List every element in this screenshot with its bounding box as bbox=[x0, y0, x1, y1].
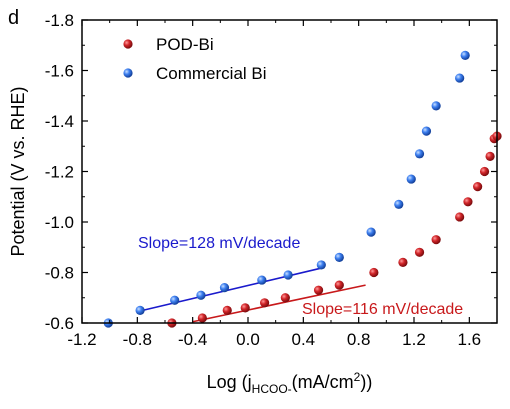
pod-bi-point bbox=[485, 151, 495, 161]
legend-marker bbox=[123, 39, 133, 49]
x-tick-label: -0.4 bbox=[178, 330, 207, 349]
pod-bi-point bbox=[463, 197, 473, 207]
x-tick-label: -1.2 bbox=[67, 330, 96, 349]
pod-bi-point bbox=[334, 280, 344, 290]
commercial-bi-point bbox=[316, 260, 326, 270]
y-tick-label: -1.2 bbox=[45, 163, 74, 182]
commercial-bi-point bbox=[135, 305, 145, 315]
commercial-bi-point bbox=[394, 199, 404, 209]
pod-bi-point bbox=[313, 285, 324, 295]
x-tick-label: 0.0 bbox=[236, 330, 260, 349]
commercial-bi-point bbox=[414, 149, 425, 159]
pod-bi-point bbox=[240, 303, 250, 313]
panel-label: d bbox=[8, 7, 19, 29]
pod-bi-point bbox=[369, 267, 379, 278]
commercial-bi-point bbox=[431, 101, 441, 111]
commercial-bi-point bbox=[257, 275, 267, 285]
fit-line bbox=[192, 284, 366, 323]
y-tick-label: -0.8 bbox=[45, 264, 74, 283]
pod-bi-point bbox=[260, 298, 270, 308]
y-tick-label: -0.6 bbox=[45, 314, 74, 333]
legend-label: Commercial Bi bbox=[156, 64, 267, 83]
pod-bi-point bbox=[398, 257, 408, 267]
commercial-bi-point bbox=[406, 174, 416, 184]
pod-bi-point bbox=[479, 166, 490, 177]
pod-bi-point bbox=[473, 182, 483, 192]
pod-bi-point bbox=[222, 305, 232, 315]
commercial-bi-point bbox=[283, 270, 293, 280]
slope-annotation: Slope=116 mV/decade bbox=[302, 301, 463, 318]
x-axis-label: Log (jHCOO-(mA/cm2)) bbox=[207, 370, 373, 396]
commercial-bi-point bbox=[334, 252, 344, 262]
pod-bi-point bbox=[455, 212, 465, 222]
pod-bi-point bbox=[280, 293, 290, 303]
x-tick-label: 0.8 bbox=[347, 330, 371, 349]
commercial-bi-point bbox=[455, 73, 465, 83]
x-tick-label: 1.2 bbox=[402, 330, 426, 349]
commercial-bi-point bbox=[170, 295, 180, 305]
x-tick-label: -0.8 bbox=[123, 330, 152, 349]
x-tick-label: 0.4 bbox=[292, 330, 316, 349]
legend-marker bbox=[123, 68, 133, 78]
slope-annotation: Slope=128 mV/decade bbox=[138, 235, 300, 252]
commercial-bi-point bbox=[219, 283, 230, 293]
legend-label: POD-Bi bbox=[156, 35, 214, 54]
pod-bi-point bbox=[197, 313, 207, 323]
y-tick-label: -1.8 bbox=[45, 11, 74, 30]
commercial-bi-point bbox=[421, 126, 432, 136]
fit-line bbox=[137, 266, 325, 313]
commercial-bi-point bbox=[196, 290, 206, 300]
commercial-bi-point bbox=[460, 50, 470, 60]
y-axis-label: Potential (V vs. RHE) bbox=[8, 86, 28, 256]
y-tick-label: -1.6 bbox=[45, 62, 74, 81]
y-tick-label: -1.0 bbox=[45, 213, 74, 232]
y-tick-label: -1.4 bbox=[45, 112, 74, 131]
commercial-bi-point bbox=[366, 227, 376, 237]
pod-bi-point bbox=[414, 247, 425, 257]
pod-bi-point bbox=[431, 235, 441, 245]
x-tick-label: 1.6 bbox=[458, 330, 482, 349]
